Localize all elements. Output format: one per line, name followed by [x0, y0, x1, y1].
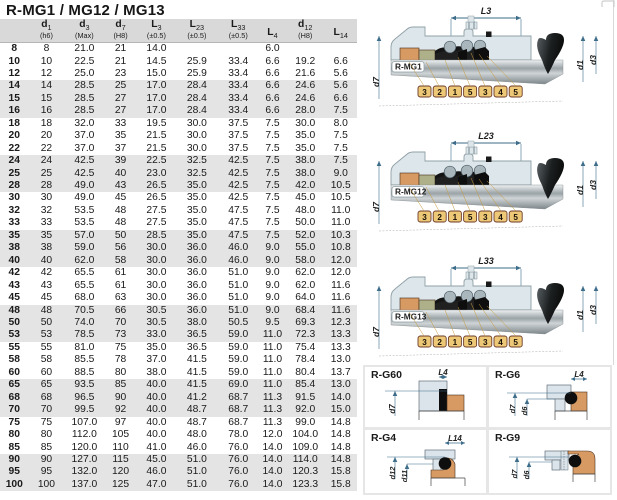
svg-text:3: 3	[483, 338, 488, 347]
svg-text:d11: d11	[400, 470, 409, 482]
svg-text:3: 3	[422, 213, 427, 222]
svg-text:d3: d3	[588, 305, 598, 315]
svg-text:d7: d7	[510, 469, 519, 479]
svg-text:d7: d7	[371, 201, 381, 212]
svg-text:5: 5	[468, 213, 473, 222]
svg-text:d1: d1	[575, 185, 585, 195]
svg-text:4: 4	[498, 213, 503, 222]
svg-text:L33: L33	[478, 256, 494, 266]
svg-text:1: 1	[453, 88, 458, 97]
svg-text:d7: d7	[371, 76, 381, 87]
svg-text:d7: d7	[508, 404, 517, 414]
svg-text:d7: d7	[388, 404, 397, 414]
svg-text:d6: d6	[522, 470, 531, 480]
svg-text:3: 3	[422, 88, 427, 97]
svg-text:5: 5	[513, 213, 518, 222]
svg-text:d7: d7	[371, 326, 381, 337]
svg-text:5: 5	[468, 338, 473, 347]
svg-text:3: 3	[483, 213, 488, 222]
svg-text:2: 2	[437, 88, 442, 97]
svg-text:5: 5	[468, 88, 473, 97]
svg-text:R-MG1: R-MG1	[395, 62, 422, 72]
svg-text:3: 3	[483, 88, 488, 97]
svg-text:1: 1	[453, 338, 458, 347]
svg-text:4: 4	[498, 338, 503, 347]
svg-text:1: 1	[453, 213, 458, 222]
svg-text:4: 4	[498, 88, 503, 97]
svg-text:R-G4: R-G4	[371, 432, 396, 444]
svg-text:d12: d12	[388, 466, 397, 480]
svg-text:d1: d1	[575, 310, 585, 320]
svg-text:L4: L4	[574, 370, 584, 379]
svg-text:5: 5	[513, 88, 518, 97]
svg-text:R-MG12: R-MG12	[395, 187, 427, 197]
svg-text:L4: L4	[438, 368, 448, 377]
svg-text:d1: d1	[575, 60, 585, 70]
svg-text:L14: L14	[448, 434, 462, 443]
svg-text:R-G60: R-G60	[371, 369, 402, 381]
svg-text:R-MG13: R-MG13	[395, 312, 427, 322]
svg-text:L3: L3	[481, 6, 492, 16]
svg-text:5: 5	[513, 338, 518, 347]
svg-text:3: 3	[422, 338, 427, 347]
svg-text:L23: L23	[478, 131, 494, 141]
svg-text:R-G6: R-G6	[495, 369, 520, 381]
svg-text:d3: d3	[588, 180, 598, 190]
svg-text:R-G9: R-G9	[495, 432, 520, 444]
svg-text:d3: d3	[588, 55, 598, 65]
svg-text:2: 2	[437, 213, 442, 222]
svg-text:d6: d6	[520, 406, 529, 416]
svg-text:2: 2	[437, 338, 442, 347]
